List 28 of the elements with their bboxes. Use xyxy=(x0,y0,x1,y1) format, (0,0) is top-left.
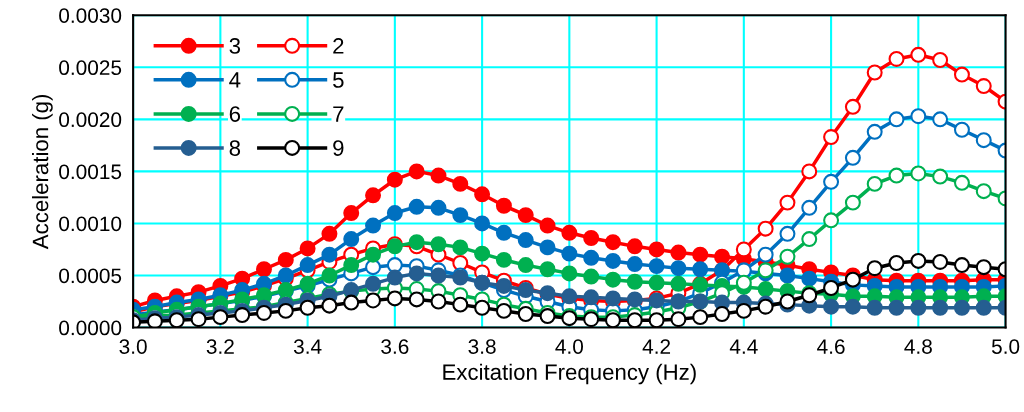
x-tick-label: 4.6 xyxy=(817,339,845,354)
legend-label: 8 xyxy=(229,140,241,156)
legend-label: 3 xyxy=(229,38,241,54)
legend-label: 5 xyxy=(333,72,344,88)
legend-label: 2 xyxy=(333,38,344,54)
legend-label: 9 xyxy=(333,140,344,156)
x-tick-label: 4.4 xyxy=(729,339,758,354)
y-tick-label: 0.0020 xyxy=(59,112,122,128)
y-tick-label: 0.0005 xyxy=(59,268,122,284)
x-tick-label: 3.4 xyxy=(293,339,322,354)
legend-label: 6 xyxy=(229,106,241,122)
x-tick-label: 4.0 xyxy=(555,339,584,354)
x-tick-label: 3.6 xyxy=(381,339,409,354)
x-tick-label: 3.8 xyxy=(468,339,496,354)
y-axis-title: Acceleration (g) xyxy=(32,94,53,250)
y-tick-label: 0.0025 xyxy=(59,60,122,76)
y-tick-label: 0.0000 xyxy=(59,320,122,336)
x-tick-label: 3.2 xyxy=(206,339,234,354)
legend-label: 7 xyxy=(333,106,344,122)
x-tick-label: 4.2 xyxy=(642,339,671,354)
y-tick-label: 0.0030 xyxy=(59,8,122,23)
x-tick-label: 3.0 xyxy=(119,339,147,354)
x-axis-title: Excitation Frequency (Hz) xyxy=(443,363,696,385)
y-tick-label: 0.0015 xyxy=(59,164,122,180)
legend-label: 4 xyxy=(229,72,241,88)
x-tick-label: 5.0 xyxy=(991,339,1020,354)
y-tick-label: 0.0010 xyxy=(59,216,122,232)
x-tick-label: 4.8 xyxy=(904,339,932,354)
